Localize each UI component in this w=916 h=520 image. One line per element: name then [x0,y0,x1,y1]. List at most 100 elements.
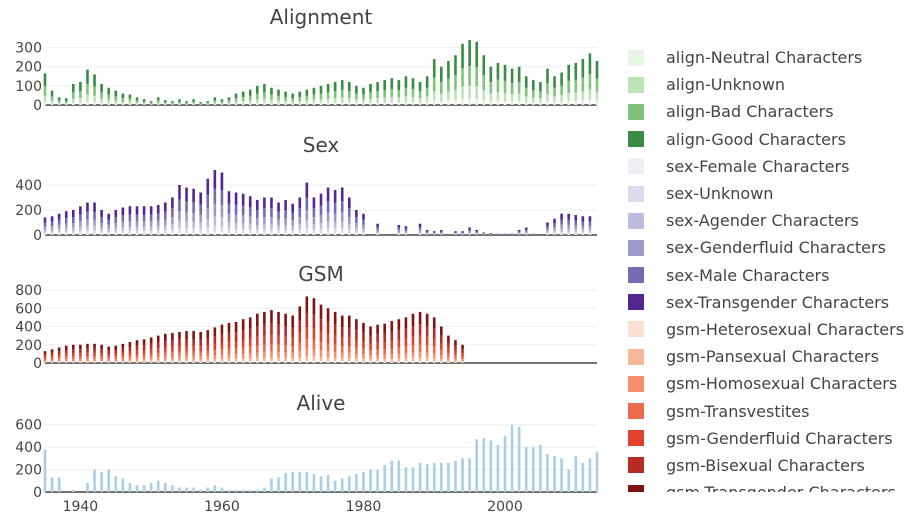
bar-segment [256,99,259,104]
bar-segment [475,98,478,105]
bar-segment [284,352,287,358]
bar-segment [390,331,394,341]
legend-item[interactable]: gsm-Transvestites [628,397,916,424]
legend-item[interactable]: gsm-Heterosexual Characters [628,316,916,343]
bar-segment [340,80,344,91]
bar-segment [418,226,422,230]
bar-segment [234,222,238,229]
bar-segment [595,100,599,105]
bar-segment [241,100,245,104]
legend[interactable]: align-Neutral Characters align-Unknown ali… [628,44,916,492]
legend-item[interactable]: sex-Transgender Characters [628,289,916,316]
bar-segment [199,228,202,233]
bar-segment [574,232,578,235]
bar-segment [581,462,585,492]
bar-segment [333,480,337,492]
bar-segment [510,68,514,84]
legend-item[interactable]: sex-Genderfluid Characters [628,234,916,261]
legend-item[interactable]: gsm-Homosexual Characters [628,370,916,397]
panel-title-3: Alive [297,391,346,415]
bar-segment [220,342,224,350]
legend-item[interactable]: align-Neutral Characters [628,44,916,71]
bar-segment [340,221,344,229]
legend-item[interactable]: sex-Agender Characters [628,207,916,234]
bar-segment [524,87,528,97]
bar-segment [263,208,266,218]
bar-segment [64,361,68,363]
bar-segment [149,206,153,215]
bar-segment [220,172,224,191]
bar-segment [312,474,316,492]
bar-segment [397,227,401,231]
bar-segment [100,344,103,350]
bar-segment [171,352,174,357]
bar-segment [284,103,287,105]
bar-segment [206,345,210,352]
legend-item[interactable]: align-Unknown [628,71,916,98]
bar-segment [178,227,181,233]
bar-segment [164,341,167,348]
bar-segment [192,104,195,105]
bar-segment [312,197,316,209]
bar-segment [461,86,464,99]
bar-segment [496,62,500,80]
bar-segment [100,92,103,99]
bar-segment [397,90,401,98]
bar-segment [333,190,337,203]
bar-segment [461,356,464,360]
bar-segment [355,339,358,348]
bar-segment [440,82,443,94]
bar-segment [454,345,457,351]
bar-segment [425,96,429,103]
bar-segment [57,104,61,105]
bar-segment [404,226,408,229]
legend-swatch [628,321,644,338]
bar-segment [156,100,160,103]
bar-segment [348,102,351,105]
bar-segment [100,83,103,93]
bar-segment [277,357,280,362]
bar-segment [128,347,132,352]
bar-segment [213,216,217,226]
bar-segment [440,355,443,360]
bar-segment [291,220,294,227]
bar-segment [326,92,330,99]
bar-segment [319,93,323,100]
bar-segment [298,350,302,357]
legend-item[interactable]: gsm-Genderfluid Characters [628,425,916,452]
legend-item[interactable]: sex-Female Characters [628,153,916,180]
legend-item[interactable]: sex-Unknown [628,180,916,207]
bar-segment [539,98,542,103]
y-tick-label: 0 [33,485,42,501]
legend-label: sex-Female Characters [666,156,850,176]
bar-segment [192,99,195,102]
bar-segment [517,233,521,235]
legend-item[interactable]: align-Bad Characters [628,98,916,125]
bar-segment [142,485,146,492]
legend-item[interactable]: gsm-Transgender Characters [628,479,916,492]
panel-title-1: Sex [303,133,340,157]
bar-segment [121,101,125,104]
bar-segment [560,228,563,232]
bar-segment [510,83,514,95]
bar-segment [447,100,450,105]
legend-item[interactable]: sex-Male Characters [628,262,916,289]
bar-segment [50,90,54,97]
legend-item[interactable]: align-Good Characters [628,126,916,153]
bar-segment [595,60,599,79]
bar-segment [425,361,429,363]
bar-segment [43,73,47,87]
bar-segment [418,229,422,232]
legend-item[interactable]: gsm-Bisexual Characters [628,452,916,479]
bar-segment [305,327,309,340]
bar-segment [291,346,294,353]
bar-segment [454,100,457,105]
bar-segment [263,335,266,345]
bar-segment [270,87,273,95]
legend-item[interactable]: gsm-Pansexual Characters [628,343,916,370]
bar-segment [326,201,330,213]
bar-segment [156,220,160,227]
bar-segment [355,347,358,354]
bar-segment [93,343,96,349]
bar-segment [411,88,415,97]
